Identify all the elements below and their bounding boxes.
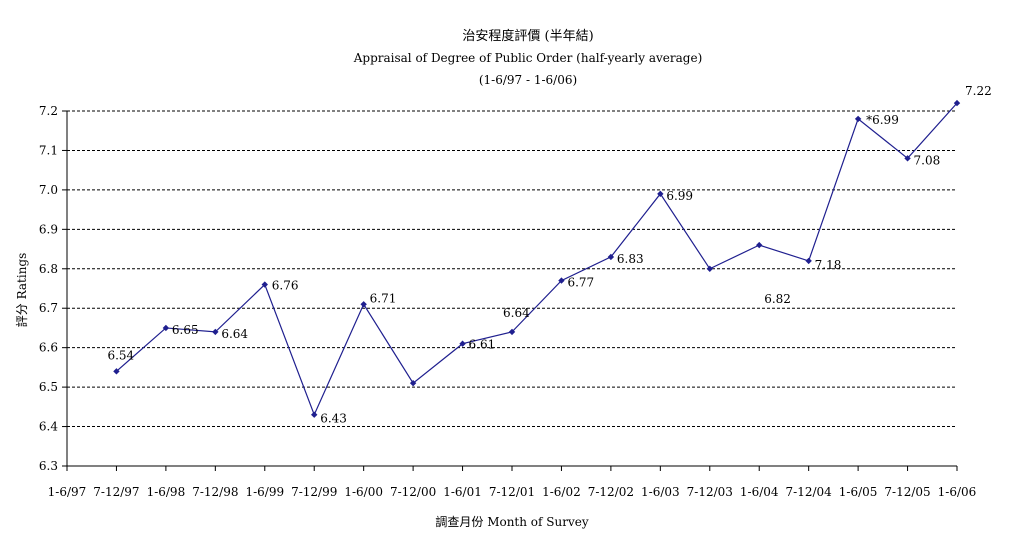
data-point-marker xyxy=(459,340,466,347)
x-tick-label: 1-6/99 xyxy=(245,485,284,499)
x-tick-label: 1-6/02 xyxy=(542,485,581,499)
data-point-marker xyxy=(113,368,120,375)
x-tick-label: 1-6/00 xyxy=(344,485,383,499)
data-label: 6.65 xyxy=(172,323,199,337)
x-tick-label: 1-6/04 xyxy=(740,485,779,499)
y-tick-label: 6.9 xyxy=(39,222,58,236)
y-tick-label: 7.0 xyxy=(39,183,58,197)
x-tick-label: 7-12/01 xyxy=(489,485,535,499)
data-point-marker xyxy=(360,301,367,308)
y-tick-label: 6.6 xyxy=(39,341,58,355)
x-tick-label: 7-12/05 xyxy=(884,485,930,499)
data-label: 6.64 xyxy=(221,327,248,341)
data-point-marker xyxy=(409,379,417,387)
x-tick-label: 1-6/01 xyxy=(443,485,482,499)
data-label: 6.64 xyxy=(503,306,530,320)
data-label: 6.77 xyxy=(567,276,594,290)
data-label: 6.82 xyxy=(764,292,791,306)
x-tick-label: 7-12/97 xyxy=(93,485,139,499)
gridlines xyxy=(67,110,957,428)
y-tick-label: 6.7 xyxy=(39,301,58,315)
series-line xyxy=(116,102,958,417)
data-point-marker xyxy=(706,265,713,272)
data-label: 7.22 xyxy=(965,84,992,98)
data-label: 6.43 xyxy=(320,412,347,426)
data-label: 6.99 xyxy=(666,189,693,203)
data-point-marker xyxy=(657,190,664,198)
x-axis-title: 調查月份 Month of Survey xyxy=(435,515,588,529)
y-tick-label: 6.4 xyxy=(39,420,58,434)
axes xyxy=(62,110,958,471)
x-tick-label: 1-6/06 xyxy=(938,485,977,499)
x-tick-label: 7-12/98 xyxy=(192,485,238,499)
data-point-marker xyxy=(508,328,516,336)
data-point-marker xyxy=(162,324,170,332)
y-tick-label: 7.1 xyxy=(39,143,58,157)
data-label: 6.71 xyxy=(370,291,397,305)
x-tick-label: 7-12/02 xyxy=(588,485,634,499)
x-tick-label: 1-6/98 xyxy=(147,485,186,499)
x-tick-label: 7-12/99 xyxy=(291,485,337,499)
data-labels: 6.54 6.65 6.64 6.76 6.43 6.71 6.61 6.64 6.77 6.83… xyxy=(107,84,991,426)
data-point-marker xyxy=(607,253,615,261)
data-point-marker xyxy=(904,155,911,162)
x-tick-label: 7-12/04 xyxy=(786,485,833,499)
data-label: 6.54 xyxy=(107,348,134,362)
data-point-marker xyxy=(558,277,565,284)
data-label: 6.61 xyxy=(469,338,496,352)
data-label: 7.08 xyxy=(914,153,941,167)
data-point-marker xyxy=(805,257,812,265)
y-tick-labels: 6.3 6.4 6.5 6.6 6.7 6.8 6.9 7.0 7.1 7.2 xyxy=(39,104,58,473)
x-tick-label: 7-12/03 xyxy=(687,485,733,499)
chart-date-range: (1-6/97 - 1-6/06) xyxy=(479,73,577,87)
x-tick-label: 1-6/05 xyxy=(839,485,878,499)
data-label: 6.76 xyxy=(272,279,299,293)
y-axis-title: 評分 Ratings xyxy=(14,253,29,328)
chart-title: 治安程度評價 (半年結) xyxy=(462,28,593,44)
data-point-marker xyxy=(212,328,219,336)
x-tick-labels: 1-6/97 7-12/97 1-6/98 7-12/98 1-6/99 7-12/99 1… xyxy=(48,485,977,499)
data-point-marker xyxy=(854,115,862,123)
data-label: *6.99 xyxy=(866,113,899,127)
y-tick-label: 6.3 xyxy=(39,459,58,473)
data-point-marker xyxy=(756,241,763,249)
x-tick-label: 1-6/97 xyxy=(48,485,87,499)
data-series xyxy=(113,99,961,418)
data-point-marker xyxy=(311,411,318,418)
x-tick-label: 1-6/03 xyxy=(641,485,680,499)
y-tick-label: 7.2 xyxy=(39,104,58,118)
y-tick-label: 6.5 xyxy=(39,380,58,394)
x-tick-label: 7-12/00 xyxy=(390,485,436,499)
chart-subtitle: Appraisal of Degree of Public Order (hal… xyxy=(353,51,703,65)
data-point-marker xyxy=(261,281,268,288)
y-tick-label: 6.8 xyxy=(39,262,58,276)
data-label: 7.18 xyxy=(815,258,842,272)
data-point-marker xyxy=(953,99,961,107)
data-label: 6.83 xyxy=(617,252,644,266)
